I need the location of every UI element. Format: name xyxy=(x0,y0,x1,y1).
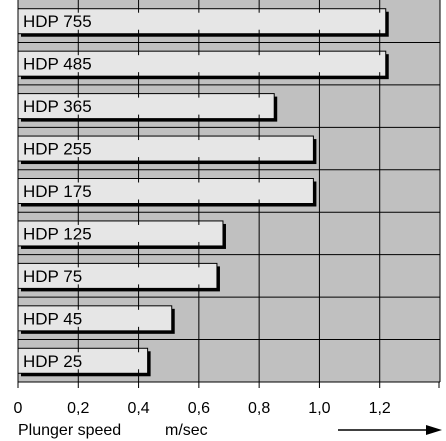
bar xyxy=(17,135,314,162)
bar xyxy=(17,178,314,204)
bar-hdp-175: HDP 175 xyxy=(17,178,317,207)
bar-hdp-75: HDP 75 xyxy=(17,262,220,292)
bar xyxy=(17,347,149,374)
bar-hdp-255: HDP 255 xyxy=(17,135,317,165)
bar xyxy=(17,93,275,120)
bar-label: HDP 485 xyxy=(23,55,92,74)
bar-label: HDP 125 xyxy=(23,224,92,243)
bar-hdp-125: HDP 125 xyxy=(17,220,226,249)
bar-label: HDP 255 xyxy=(23,140,92,159)
bar-label: HDP 25 xyxy=(23,352,82,371)
bar-label: HDP 75 xyxy=(23,267,82,286)
x-axis-unit: m/sec xyxy=(165,422,208,439)
x-axis: 0 0,2 0,4 0,6 0,8 1,0 1,2 xyxy=(14,0,440,417)
bar xyxy=(17,8,387,35)
bar-hdp-755: HDP 755 xyxy=(17,8,389,37)
x-tick-label: 0,6 xyxy=(188,400,210,417)
bar-label: HDP 45 xyxy=(23,309,82,328)
bar-hdp-25: HDP 25 xyxy=(17,347,151,377)
x-axis-title: Plunger speed xyxy=(18,422,121,439)
x-tick-label: 1,2 xyxy=(369,400,391,417)
bar-label: HDP 365 xyxy=(23,97,92,116)
bar-hdp-485: HDP 485 xyxy=(17,50,389,80)
x-tick-label: 0,2 xyxy=(67,400,89,417)
x-tick-label: 0 xyxy=(14,400,23,417)
x-tick-label: 0,8 xyxy=(248,400,270,417)
arrow-icon xyxy=(338,425,442,435)
bar xyxy=(17,262,218,289)
bar-label: HDP 175 xyxy=(23,182,92,201)
bars-group: HDP 755 HDP 485 HDP 365 HDP 255 HDP 175 HDP 1… xyxy=(17,8,389,377)
bar-hdp-365: HDP 365 xyxy=(17,93,278,122)
x-tick-label: 0,4 xyxy=(127,400,149,417)
bar xyxy=(17,220,224,247)
x-tick-label: 1,0 xyxy=(308,400,330,417)
bar-label: HDP 755 xyxy=(23,12,92,31)
bar-hdp-45: HDP 45 xyxy=(17,305,175,334)
